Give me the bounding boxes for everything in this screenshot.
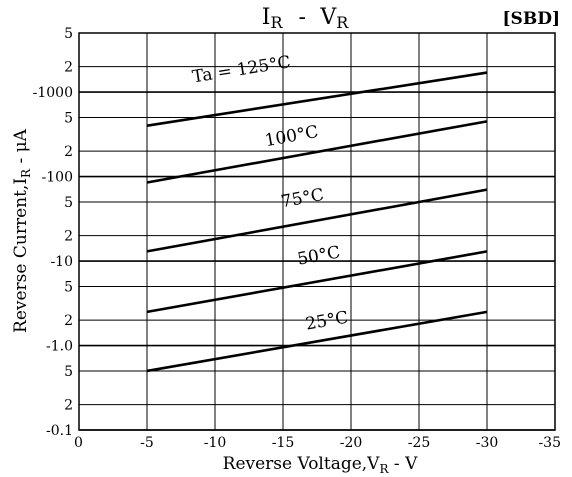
y-tick-label: 5	[64, 110, 73, 126]
series-label: 50°C	[296, 242, 342, 269]
x-tick-label: -5	[140, 435, 154, 451]
y-tick-label: 5	[64, 195, 73, 211]
series-line	[146, 188, 488, 253]
y-tick-label: -1000	[33, 85, 73, 101]
y-tick-label: 2	[64, 229, 73, 245]
y-tick-label: -100	[42, 170, 73, 186]
series-line	[146, 120, 488, 184]
plot-frame	[78, 32, 556, 431]
series-line	[146, 71, 488, 127]
y-tick-label: 2	[64, 313, 73, 329]
y-tick-label: 5	[64, 364, 73, 380]
series-label: 75°C	[279, 185, 325, 212]
y-tick-label: -0.1	[46, 423, 73, 439]
x-axis-label: Reverse Voltage,VR - V	[223, 454, 418, 476]
x-tick-label: -10	[204, 435, 227, 451]
y-tick-label: -1.0	[46, 339, 73, 355]
y-tick-label: 2	[64, 144, 73, 160]
chart-title: IR - VR	[262, 5, 349, 32]
y-tick-labels: -0.1 2 5 -1.0 2 5 -10 2 5 -100 2 5 -1000 2 5	[33, 26, 73, 439]
series-lines	[146, 71, 488, 373]
series-line	[146, 250, 488, 314]
x-tick-label: -15	[272, 435, 295, 451]
series-label: 100°C	[263, 122, 320, 151]
x-tick-labels: 0 -5 -10 -15 -20 -25 -30 -35	[74, 435, 561, 451]
x-tick-label: 0	[74, 435, 83, 451]
series-label: 25°C	[304, 308, 350, 335]
y-tick-label: -10	[50, 254, 73, 270]
chart-tag: [SBD]	[503, 9, 560, 29]
x-tick-label: -20	[340, 435, 363, 451]
y-tick-label: 2	[64, 398, 73, 414]
y-tick-label: 5	[64, 26, 73, 42]
x-tick-label: -25	[408, 435, 431, 451]
series-line	[146, 310, 488, 373]
x-tick-label: -30	[476, 435, 499, 451]
series-label: Ta = 125°C	[191, 52, 292, 87]
y-axis-label: Reverse Current,IR - μA	[11, 128, 33, 333]
x-tick-label: -35	[538, 435, 561, 451]
y-tick-label: 2	[64, 60, 73, 76]
y-tick-label: 5	[64, 279, 73, 295]
